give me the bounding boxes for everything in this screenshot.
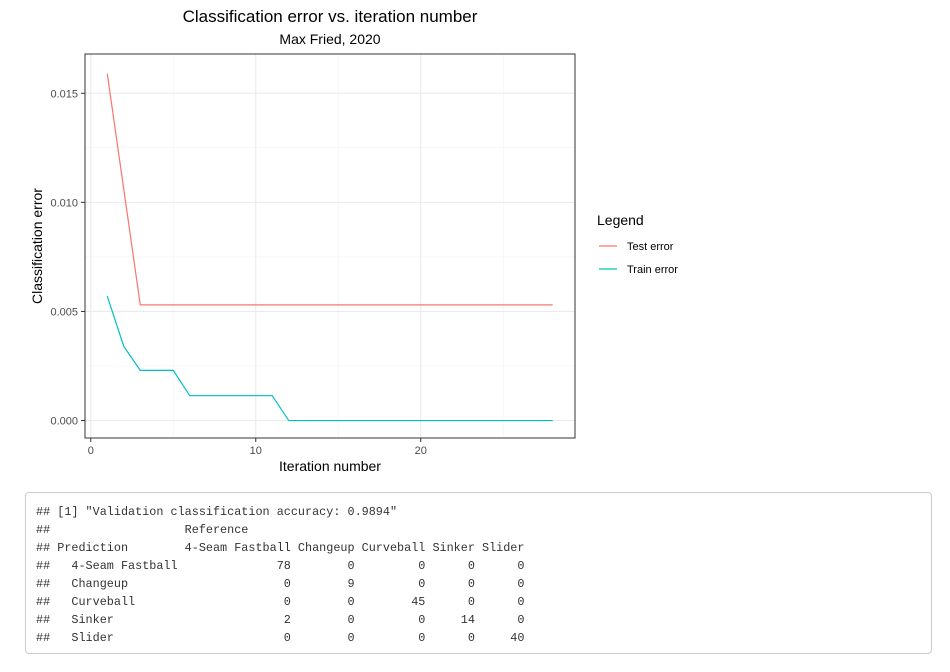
console-line: ## 4-Seam Fastball 78 0 0 0 0 bbox=[36, 559, 525, 573]
plot-panel bbox=[85, 54, 575, 438]
series-line-train-error bbox=[106, 295, 553, 422]
y-tick-label: 0.010 bbox=[50, 197, 78, 209]
console-line: ## [1] "Validation classification accura… bbox=[36, 505, 398, 519]
chart-area: Classification error vs. iteration numbe… bbox=[29, 7, 678, 474]
legend-label: Test error bbox=[627, 241, 674, 253]
console-text: ## [1] "Validation classification accura… bbox=[36, 503, 931, 647]
legend: Legend Test error Train error bbox=[597, 212, 678, 276]
x-tick-label: 0 bbox=[88, 445, 94, 457]
console-line: ## Reference bbox=[36, 523, 249, 537]
console-line: ## Slider 0 0 0 0 40 bbox=[36, 631, 525, 645]
legend-label: Train error bbox=[627, 264, 678, 276]
chart-title: Classification error vs. iteration numbe… bbox=[183, 7, 478, 26]
console-line: ## Prediction 4-Seam Fastball Changeup C… bbox=[36, 541, 525, 555]
line-chart: Classification error vs. iteration numbe… bbox=[29, 7, 678, 474]
legend-title: Legend bbox=[597, 212, 644, 228]
series-lines bbox=[106, 73, 553, 422]
y-tick-label: 0.015 bbox=[50, 88, 78, 100]
x-tick-label: 20 bbox=[415, 445, 427, 457]
x-tick-label: 10 bbox=[250, 445, 262, 457]
console-line: ## Changeup 0 9 0 0 0 bbox=[36, 577, 525, 591]
chart-subtitle: Max Fried, 2020 bbox=[279, 31, 380, 47]
x-axis-label: Iteration number bbox=[279, 458, 381, 474]
console-line: ## Curveball 0 0 45 0 0 bbox=[36, 595, 525, 609]
axis-ticks: 0 10 20 0.000 0.005 0.010 0.015 bbox=[50, 88, 426, 457]
console-output: ## [1] "Validation classification accura… bbox=[25, 492, 932, 654]
y-axis-label: Classification error bbox=[29, 188, 45, 304]
legend-items: Test error Train error bbox=[599, 241, 678, 276]
plot-border bbox=[84, 53, 576, 439]
y-tick-label: 0.000 bbox=[50, 416, 78, 428]
console-line: ## Sinker 2 0 0 14 0 bbox=[36, 613, 525, 627]
y-tick-label: 0.005 bbox=[50, 306, 78, 318]
series-line-test-error bbox=[106, 73, 553, 306]
